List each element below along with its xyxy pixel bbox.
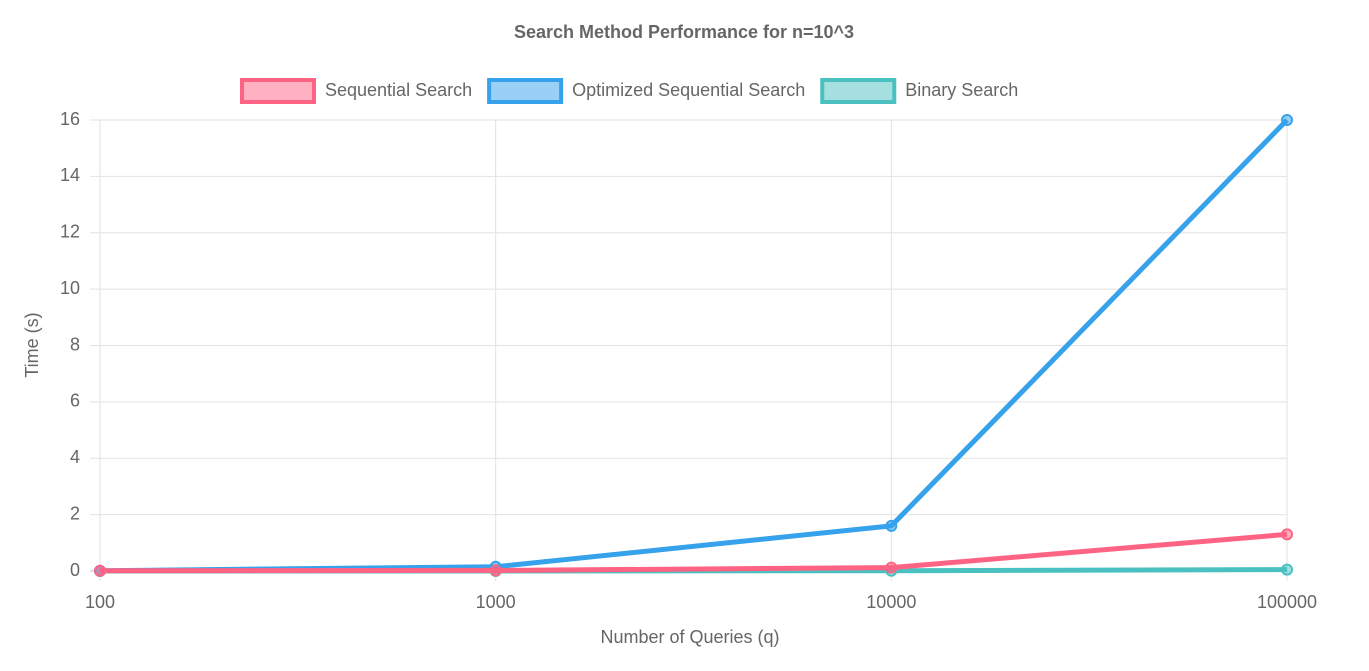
y-tick-label: 4 <box>70 447 80 467</box>
series-line <box>99 531 1288 574</box>
legend-swatch <box>820 78 897 104</box>
legend-label: Optimized Sequential Search <box>572 80 805 100</box>
data-point <box>1281 563 1293 576</box>
data-point <box>1281 114 1293 126</box>
legend-swatch <box>240 78 316 104</box>
x-tick-label: 1000 <box>476 592 516 612</box>
data-point <box>94 564 106 577</box>
y-tick-label: 12 <box>60 222 80 242</box>
legend-label: Binary Search <box>905 80 1018 100</box>
y-tick-label: 0 <box>70 560 80 580</box>
x-axis-title: Number of Queries (q) <box>600 627 779 647</box>
x-tick-label: 100 <box>85 592 115 612</box>
y-tick-label: 16 <box>60 109 80 129</box>
y-tick-label: 8 <box>70 334 80 354</box>
data-point <box>885 519 898 532</box>
data-point <box>1281 528 1293 541</box>
data-point <box>885 561 898 574</box>
chart-title: Search Method Performance for n=10^3 <box>514 22 854 42</box>
y-axis-title: Time (s) <box>22 312 42 377</box>
x-tick-label: 10000 <box>866 592 916 612</box>
y-tick-label: 14 <box>60 165 80 185</box>
data-point <box>489 564 502 577</box>
y-tick-label: 6 <box>70 391 80 411</box>
y-tick-label: 2 <box>70 503 80 523</box>
x-tick-label: 100000 <box>1257 592 1317 612</box>
legend-swatch <box>487 78 564 104</box>
legend-label: Sequential Search <box>325 80 472 100</box>
y-tick-label: 10 <box>60 278 80 298</box>
